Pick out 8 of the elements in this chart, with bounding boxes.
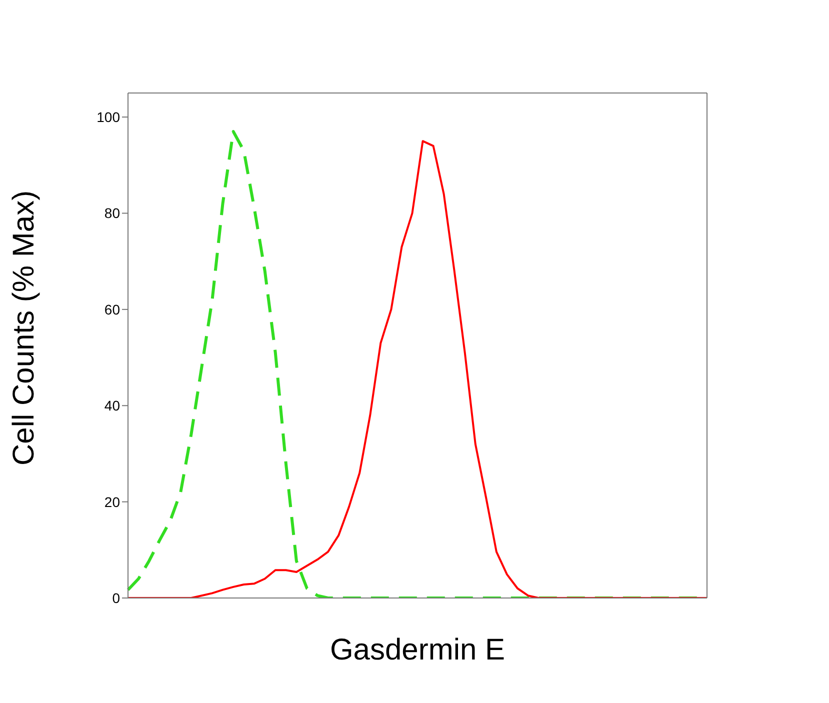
x-axis-title: Gasdermin E [330,633,506,666]
y-tick-label: 0 [112,590,120,606]
y-tick-label: 60 [104,301,120,318]
y-tick-label: 100 [96,109,120,126]
y-tick-label: 40 [104,398,120,414]
y-axis-title: Cell Counts (% Max) [8,190,41,466]
y-tick-label: 80 [104,205,120,222]
y-tick-label: 20 [104,494,120,510]
